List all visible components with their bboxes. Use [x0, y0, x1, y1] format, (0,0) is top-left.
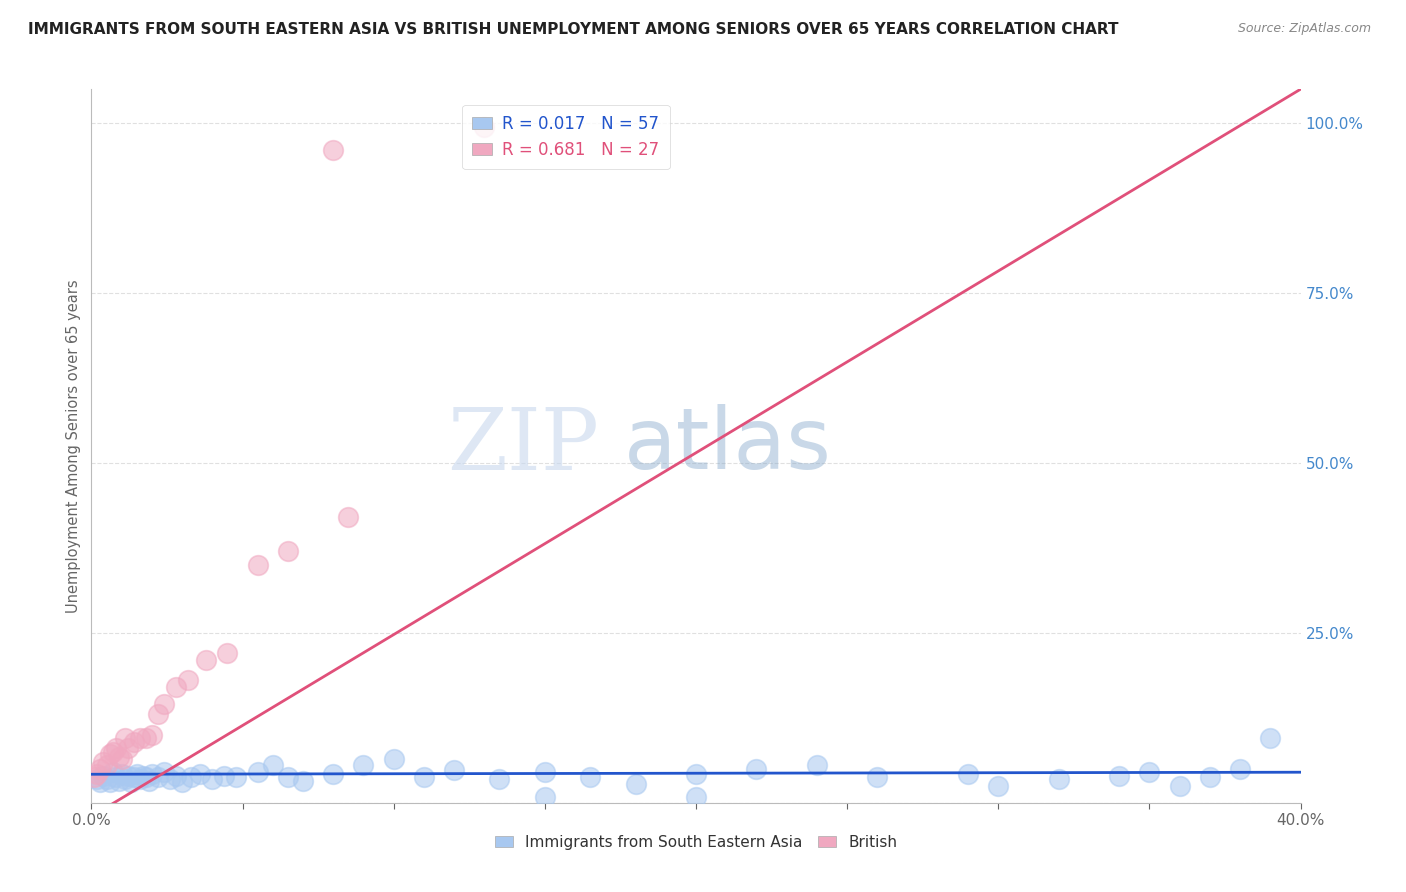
Point [114, 731, 136, 746]
Point [413, 770, 436, 784]
Point [1108, 769, 1130, 783]
Point [172, 775, 194, 789]
Point [96, 758, 118, 772]
Point [93, 755, 115, 769]
Point [180, 770, 202, 784]
Point [214, 769, 236, 783]
Point [122, 734, 145, 748]
Point [101, 765, 124, 780]
Point [138, 774, 160, 789]
Point [98, 775, 121, 789]
Point [114, 772, 136, 786]
Point [117, 741, 139, 756]
Point [262, 758, 284, 772]
Point [135, 770, 157, 784]
Point [322, 767, 344, 781]
Point [956, 767, 979, 781]
Point [96, 772, 118, 786]
Point [141, 767, 163, 781]
Point [153, 698, 176, 712]
Point [146, 770, 169, 784]
Point [89, 762, 111, 776]
Point [443, 763, 465, 777]
Point [579, 770, 602, 784]
Point [488, 772, 510, 786]
Point [322, 144, 344, 158]
Point [1260, 731, 1282, 746]
Point [98, 747, 121, 761]
Point [685, 767, 707, 781]
Point [141, 728, 163, 742]
Point [86, 772, 108, 786]
Point [89, 775, 111, 789]
Text: ZIP: ZIP [447, 404, 599, 488]
Point [806, 758, 828, 772]
Point [101, 745, 124, 759]
Point [107, 774, 129, 789]
Point [86, 767, 108, 781]
Point [83, 770, 105, 784]
Point [1047, 772, 1070, 786]
Point [135, 731, 157, 746]
Point [866, 770, 889, 784]
Point [1229, 762, 1251, 776]
Point [292, 774, 315, 789]
Text: IMMIGRANTS FROM SOUTH EASTERN ASIA VS BRITISH UNEMPLOYMENT AMONG SENIORS OVER 65: IMMIGRANTS FROM SOUTH EASTERN ASIA VS BR… [28, 22, 1119, 37]
Point [111, 767, 132, 781]
Point [533, 765, 555, 780]
Point [277, 770, 299, 784]
Point [987, 779, 1010, 793]
Point [120, 775, 142, 789]
Point [153, 765, 176, 780]
Point [146, 707, 169, 722]
Legend: Immigrants from South Eastern Asia, British: Immigrants from South Eastern Asia, Brit… [488, 829, 904, 855]
Point [1139, 765, 1161, 780]
Point [159, 772, 181, 786]
Point [1168, 779, 1191, 793]
Point [132, 769, 155, 783]
Text: Source: ZipAtlas.com: Source: ZipAtlas.com [1237, 22, 1371, 36]
Point [246, 765, 269, 780]
Point [1198, 770, 1220, 784]
Y-axis label: Unemployment Among Seniors over 65 years: Unemployment Among Seniors over 65 years [66, 279, 82, 613]
Point [104, 770, 127, 784]
Point [624, 777, 647, 791]
Point [277, 544, 299, 558]
Point [195, 653, 218, 667]
Point [104, 741, 127, 756]
Point [125, 767, 148, 781]
Point [201, 772, 224, 786]
Point [533, 790, 555, 805]
Point [111, 751, 132, 765]
Point [352, 758, 374, 772]
Point [225, 770, 247, 784]
Point [93, 769, 115, 783]
Point [177, 673, 200, 688]
Point [246, 558, 269, 572]
Point [217, 646, 239, 660]
Point [107, 749, 129, 764]
Point [117, 769, 139, 783]
Point [472, 120, 495, 134]
Point [165, 769, 187, 783]
Text: atlas: atlas [623, 404, 831, 488]
Point [382, 751, 405, 765]
Point [128, 772, 150, 786]
Point [337, 510, 360, 524]
Point [165, 680, 187, 694]
Point [745, 762, 768, 776]
Point [128, 731, 150, 746]
Point [122, 770, 145, 784]
Point [685, 790, 707, 805]
Point [188, 767, 211, 781]
